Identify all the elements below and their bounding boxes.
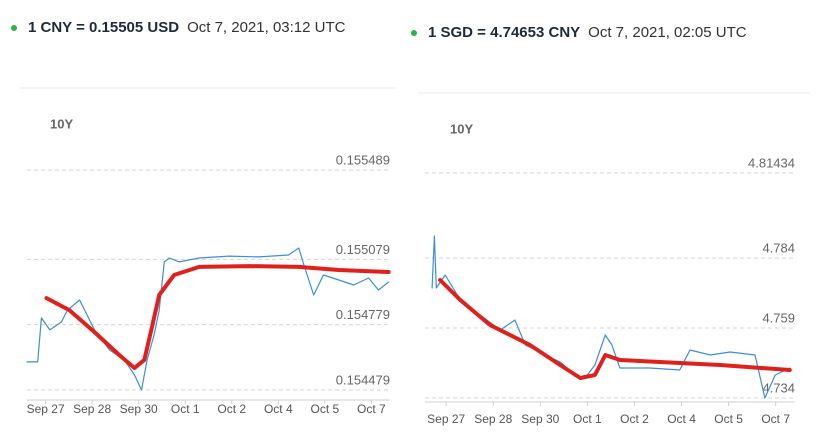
rate-line	[431, 235, 791, 399]
status-dot	[411, 30, 417, 36]
x-tick-label: Oct 4	[264, 402, 293, 416]
x-tick-label: Oct 4	[667, 412, 696, 426]
x-tick-label: Sep 28	[474, 412, 512, 426]
status-dot	[11, 25, 17, 31]
x-tick-label: Oct 5	[714, 412, 743, 426]
rate-title: 1 CNY = 0.15505 USD	[28, 19, 179, 36]
smoothed-line	[44, 264, 391, 370]
x-tick-label: Oct 5	[311, 402, 340, 416]
x-tick-label: Oct 7	[761, 412, 790, 426]
x-tick-label: Oct 2	[217, 402, 246, 416]
x-tick-label: Sep 30	[521, 412, 559, 426]
x-tick-label: Sep 28	[73, 402, 111, 416]
x-tick-label: Oct 1	[171, 402, 200, 416]
y-tick-label: 0.155489	[336, 152, 390, 167]
x-tick-label: Oct 2	[620, 412, 649, 426]
rate-time: Oct 7, 2021, 02:05 UTC	[588, 24, 747, 41]
rate-time: Oct 7, 2021, 03:12 UTC	[187, 19, 346, 36]
x-tick-label: Oct 7	[357, 402, 386, 416]
y-tick-label: 4.759	[762, 310, 795, 325]
y-tick-label: 4.81434	[748, 155, 795, 170]
y-tick-label: 0.154779	[336, 307, 390, 322]
y-tick-label: 0.154479	[336, 372, 390, 387]
range-label: 10Y	[50, 116, 73, 131]
y-tick-label: 4.784	[762, 240, 795, 255]
x-tick-label: Sep 27	[27, 402, 65, 416]
header: 1 SGD = 4.74653 CNY Oct 7, 2021, 02:05 UT…	[428, 24, 747, 41]
x-tick-label: Oct 1	[573, 412, 602, 426]
header: 1 CNY = 0.15505 USD Oct 7, 2021, 03:12 UT…	[28, 19, 346, 36]
y-tick-label: 0.155079	[336, 242, 390, 257]
x-tick-label: Sep 30	[120, 402, 158, 416]
smoothed-line	[438, 278, 792, 380]
x-tick-label: Sep 27	[427, 412, 465, 426]
range-label: 10Y	[450, 121, 473, 136]
rate-title: 1 SGD = 4.74653 CNY	[428, 24, 580, 41]
